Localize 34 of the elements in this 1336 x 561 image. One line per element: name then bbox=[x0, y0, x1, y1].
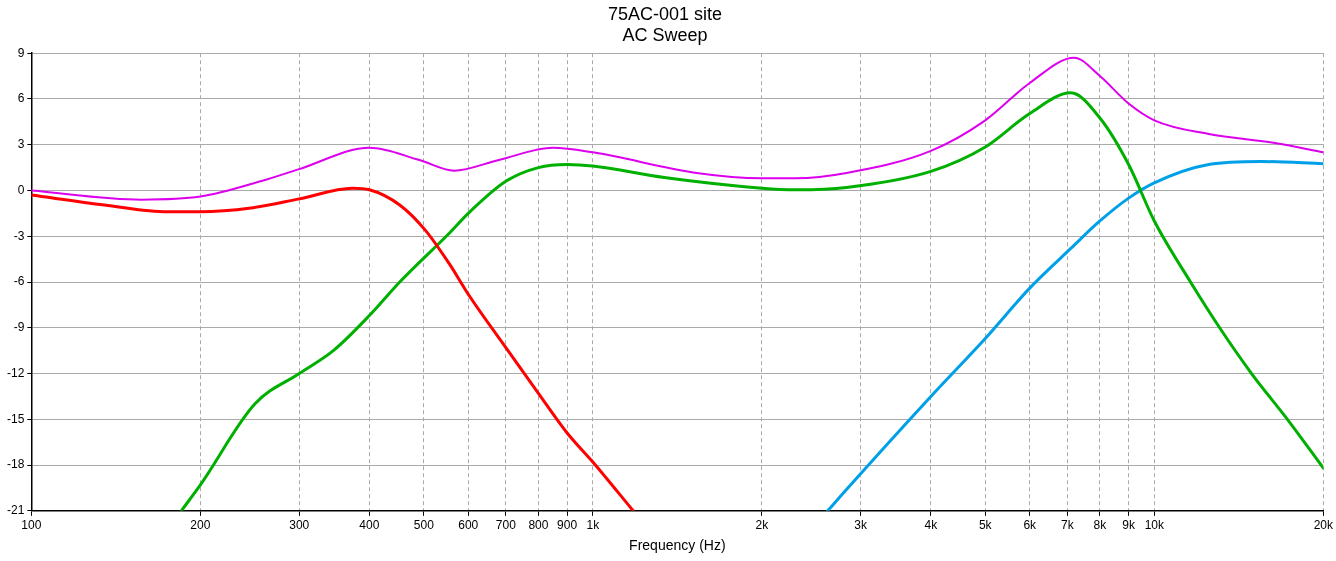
x-tick-label: 400 bbox=[359, 518, 380, 533]
x-tick-label: 5k bbox=[978, 518, 993, 533]
y-tick-label: -21 bbox=[7, 503, 25, 518]
x-tick-label: 10k bbox=[1144, 518, 1165, 533]
x-tick-label: 2k bbox=[755, 518, 770, 533]
x-axis-title: Frequency (Hz) bbox=[629, 537, 726, 554]
x-tick-label: 7k bbox=[1060, 518, 1075, 533]
y-tick-label: 3 bbox=[17, 137, 25, 152]
y-tick-label: -12 bbox=[7, 365, 25, 380]
y-tick-label: 9 bbox=[17, 45, 25, 60]
x-tick-label: 3k bbox=[854, 518, 869, 533]
x-tick-label: 900 bbox=[557, 518, 578, 533]
chart-subtitle: AC Sweep bbox=[622, 25, 708, 46]
y-tick-label: 6 bbox=[17, 91, 25, 106]
y-tick-label: 0 bbox=[17, 182, 25, 197]
y-tick-label: -3 bbox=[13, 228, 25, 243]
x-tick-label: 20k bbox=[1313, 518, 1334, 533]
x-tick-label: 9k bbox=[1122, 518, 1136, 533]
x-tick-label: 700 bbox=[495, 518, 517, 533]
x-tick-label: 4k bbox=[924, 518, 939, 533]
x-tick-label: 6k bbox=[1023, 518, 1038, 533]
y-tick-label: -9 bbox=[13, 320, 25, 335]
x-tick-label: 600 bbox=[458, 518, 479, 533]
x-tick-label: 500 bbox=[413, 518, 435, 533]
x-tick-label: 800 bbox=[528, 518, 549, 533]
x-tick-label: 8k bbox=[1093, 518, 1108, 533]
x-tick-label: 100 bbox=[21, 518, 42, 533]
chart-title: 75AC-001 site bbox=[607, 3, 723, 24]
y-tick-label: -15 bbox=[7, 411, 25, 426]
x-tick-label: 300 bbox=[289, 518, 310, 533]
x-tick-label: 200 bbox=[190, 518, 211, 533]
y-tick-label: -6 bbox=[13, 274, 25, 289]
y-tick-label: -18 bbox=[7, 457, 25, 472]
x-tick-label: 1k bbox=[586, 518, 601, 533]
